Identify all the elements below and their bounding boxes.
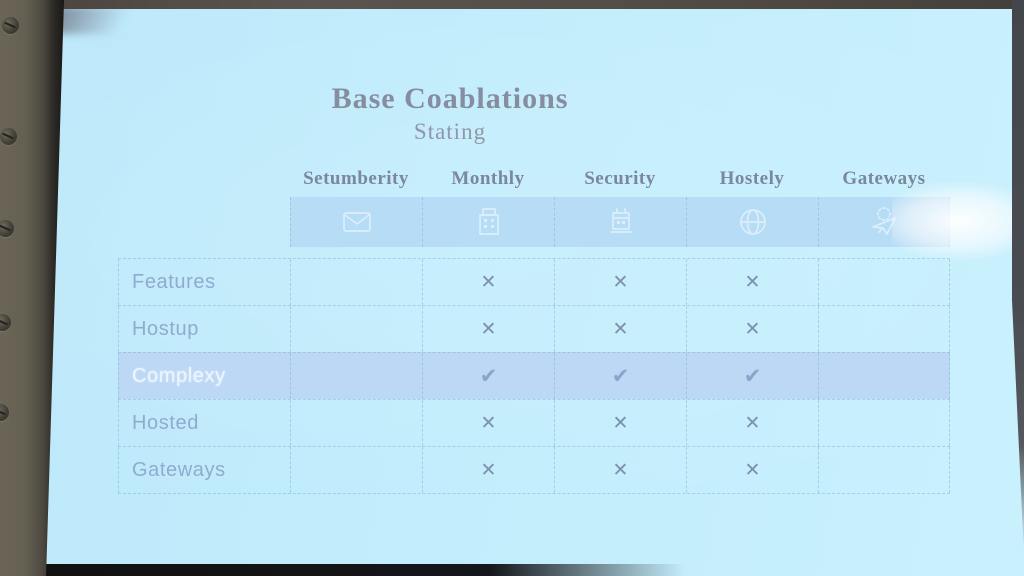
x-mark-icon: ✕ bbox=[686, 306, 818, 352]
rivet-icon bbox=[2, 17, 19, 34]
slide-heading: Base Coablations Stating bbox=[292, 82, 608, 146]
envelope-icon bbox=[342, 212, 371, 232]
airplane-icon bbox=[872, 207, 896, 235]
rivet-icon bbox=[0, 404, 9, 421]
x-mark-icon: ✕ bbox=[686, 400, 818, 446]
icon-cell bbox=[686, 197, 818, 247]
row-label: Hosted bbox=[118, 400, 290, 446]
table-row: Hosted ✕ ✕ ✕ bbox=[118, 399, 950, 446]
empty-cell bbox=[290, 447, 422, 493]
column-header-security: Security bbox=[584, 168, 656, 189]
column-header-monthly: Monthly bbox=[451, 168, 525, 189]
empty-cell bbox=[290, 353, 422, 399]
check-mark-icon: ✔ bbox=[422, 353, 554, 399]
empty-cell bbox=[290, 400, 422, 446]
x-mark-icon: ✕ bbox=[554, 447, 686, 493]
column-header-hostely: Hostely bbox=[719, 168, 785, 189]
row-label: Gateways bbox=[118, 447, 290, 493]
empty-cell bbox=[818, 353, 950, 399]
slide-title: Base Coablations bbox=[331, 82, 569, 115]
table-row: Hostup ✕ ✕ ✕ bbox=[118, 305, 950, 352]
icon-cell bbox=[422, 197, 554, 247]
empty-cell bbox=[290, 259, 422, 305]
x-mark-icon: ✕ bbox=[554, 259, 686, 305]
check-mark-icon: ✔ bbox=[554, 353, 686, 399]
row-label: Complexy bbox=[118, 353, 290, 399]
building-icon bbox=[478, 208, 499, 235]
column-header-gateways: Gateways bbox=[842, 168, 926, 189]
rivet-icon bbox=[0, 128, 17, 145]
header-icon-band bbox=[290, 197, 950, 247]
slide-subtitle: Stating bbox=[413, 119, 487, 144]
x-mark-icon: ✕ bbox=[422, 259, 554, 305]
icon-cell bbox=[554, 197, 686, 247]
x-mark-icon: ✕ bbox=[554, 400, 686, 446]
photo-edge-top bbox=[0, 0, 1024, 9]
empty-cell bbox=[818, 400, 950, 446]
photo-edge-bottom bbox=[0, 564, 700, 576]
column-header-setumberity: Setumberity bbox=[303, 168, 409, 189]
x-mark-icon: ✕ bbox=[554, 306, 686, 352]
table-row: Complexy ✔ ✔ ✔ bbox=[118, 352, 950, 399]
column-header-row: Setumberity Monthly Security Hostely Gateway… bbox=[290, 163, 950, 195]
x-mark-icon: ✕ bbox=[422, 400, 554, 446]
empty-cell bbox=[818, 306, 950, 352]
table-row: Features ✕ ✕ ✕ bbox=[118, 258, 950, 305]
x-mark-icon: ✕ bbox=[686, 447, 818, 493]
x-mark-icon: ✕ bbox=[422, 447, 554, 493]
row-label: Hostup bbox=[118, 306, 290, 352]
x-mark-icon: ✕ bbox=[422, 306, 554, 352]
rivet-icon bbox=[0, 220, 14, 237]
empty-cell bbox=[290, 306, 422, 352]
frame-shadow bbox=[50, 6, 150, 34]
rivet-icon bbox=[0, 314, 11, 331]
comparison-table: Features ✕ ✕ ✕ Hostup ✕ ✕ ✕ Complexy ✔ ✔ ✔ Hosted ✕ ✕ ✕… bbox=[118, 258, 950, 494]
row-label: Features bbox=[118, 259, 290, 305]
globe-icon bbox=[739, 209, 766, 235]
check-mark-icon: ✔ bbox=[686, 353, 818, 399]
icon-cell bbox=[290, 197, 422, 247]
empty-cell bbox=[818, 447, 950, 493]
calendar-icon bbox=[609, 208, 632, 233]
table-row: Gateways ✕ ✕ ✕ bbox=[118, 446, 950, 494]
x-mark-icon: ✕ bbox=[686, 259, 818, 305]
icon-cell bbox=[818, 197, 950, 247]
empty-cell bbox=[818, 259, 950, 305]
